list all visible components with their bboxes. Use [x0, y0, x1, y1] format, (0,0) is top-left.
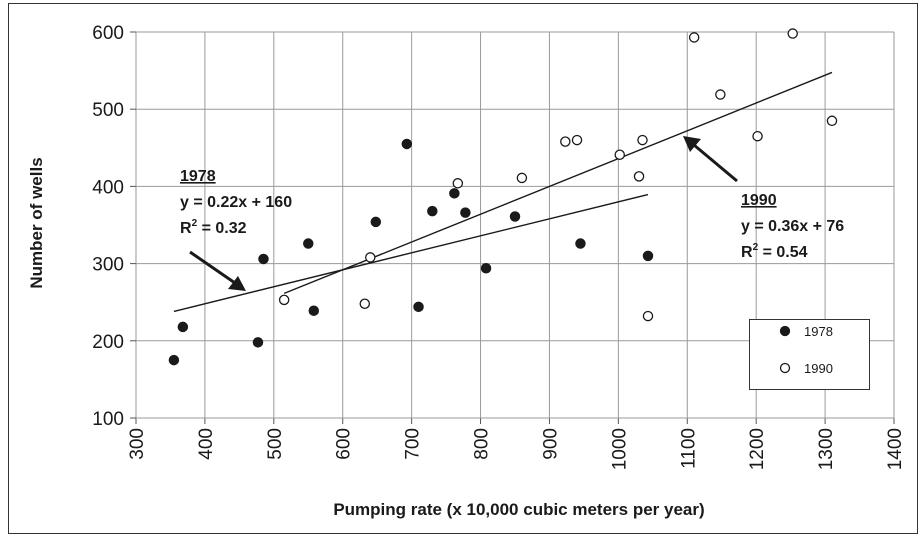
- arrow-1990: [693, 143, 738, 183]
- annotation-1990-r2: R2 = 0.54: [741, 242, 808, 261]
- point-1978: [303, 238, 314, 249]
- point-1990: [571, 134, 583, 146]
- point-1978: [480, 262, 492, 274]
- arrow-1978: [189, 250, 236, 285]
- point-1990: [365, 252, 376, 263]
- point-1990: [715, 89, 726, 100]
- point-1978: [308, 305, 320, 316]
- legend-box: [749, 319, 870, 390]
- point-1978: [642, 250, 654, 262]
- point-1990: [642, 310, 654, 322]
- annotation-1990-title: 1990: [741, 192, 777, 209]
- point-1990: [688, 32, 700, 43]
- legend-label-1978: 1978: [804, 324, 833, 339]
- x-tick-label: 700: [403, 428, 424, 460]
- legend-marker-1978: [779, 325, 791, 337]
- legend-label-1990: 1990: [804, 361, 833, 376]
- arrowhead-1990: [683, 136, 701, 152]
- point-1990: [633, 171, 645, 182]
- annotation-1978-r2: R2 = 0.32: [180, 218, 247, 237]
- point-1990: [560, 136, 571, 147]
- point-1978: [370, 216, 382, 228]
- y-tick-label: 100: [92, 409, 124, 430]
- point-1990: [452, 178, 464, 189]
- x-tick-label: 900: [540, 428, 561, 460]
- point-1978: [168, 354, 180, 366]
- y-axis-title: Number of wells: [27, 157, 46, 288]
- point-1990: [359, 298, 371, 309]
- x-tick-label: 800: [472, 428, 493, 460]
- y-axis-tick-labels: 100 200 300 400 500 600: [92, 23, 124, 430]
- x-tick-label: 400: [196, 428, 217, 460]
- legend: 1978 1990: [749, 319, 870, 390]
- point-1990: [787, 28, 798, 39]
- point-1978: [258, 253, 269, 265]
- x-tick-label: 500: [265, 428, 286, 460]
- y-tick-label: 600: [92, 23, 124, 44]
- x-tick-label: 1300: [816, 428, 837, 470]
- point-1990: [826, 115, 838, 127]
- y-tick-label: 200: [92, 332, 124, 353]
- point-1978: [177, 321, 189, 333]
- x-tick-label: 1000: [609, 428, 630, 470]
- y-tick-label: 300: [92, 255, 124, 276]
- point-1978: [427, 205, 438, 217]
- annotation-1990-equation: y = 0.36x + 76: [741, 218, 844, 235]
- point-1978: [575, 238, 586, 249]
- point-1990: [278, 294, 290, 306]
- figure-border: [8, 3, 918, 534]
- x-tick-label: 600: [334, 428, 355, 460]
- point-1990: [752, 130, 763, 142]
- annotation-1978-title: 1978: [180, 168, 216, 185]
- x-axis-title: Pumping rate (x 10,000 cubic meters per …: [333, 500, 704, 519]
- annotation-1978-equation: y = 0.22x + 160: [180, 194, 292, 211]
- trendline-1978: [173, 193, 649, 313]
- annotation-arrows: [189, 136, 738, 291]
- legend-marker-1990: [779, 362, 791, 374]
- point-1978: [449, 188, 460, 199]
- annotation-1978: 1978 y = 0.22x + 160 R2 = 0.32: [180, 168, 292, 237]
- x-tick-label: 1200: [747, 428, 768, 470]
- x-tick-label: 1400: [885, 428, 906, 470]
- arrowhead-1978: [228, 276, 246, 291]
- annotation-1990: 1990 y = 0.36x + 76 R2 = 0.54: [741, 192, 844, 261]
- x-tick-label: 300: [127, 428, 148, 460]
- point-1978: [401, 138, 413, 150]
- point-1990: [516, 172, 528, 184]
- point-1978: [509, 211, 521, 222]
- point-1978: [252, 337, 264, 348]
- point-1990: [614, 149, 625, 160]
- y-tick-label: 400: [92, 177, 124, 198]
- x-tick-label: 1100: [678, 428, 699, 469]
- point-1978: [460, 207, 471, 218]
- trendlines: [173, 71, 833, 313]
- point-1990: [637, 134, 648, 146]
- y-tick-label: 500: [92, 100, 124, 121]
- data-points: [168, 28, 838, 366]
- point-1978: [413, 301, 424, 313]
- x-axis-tick-labels: 300 400 500 600 700 800 900 1000 1100 1200 1300 140…: [127, 428, 906, 470]
